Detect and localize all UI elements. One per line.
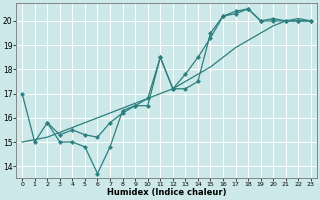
X-axis label: Humidex (Indice chaleur): Humidex (Indice chaleur): [107, 188, 226, 197]
